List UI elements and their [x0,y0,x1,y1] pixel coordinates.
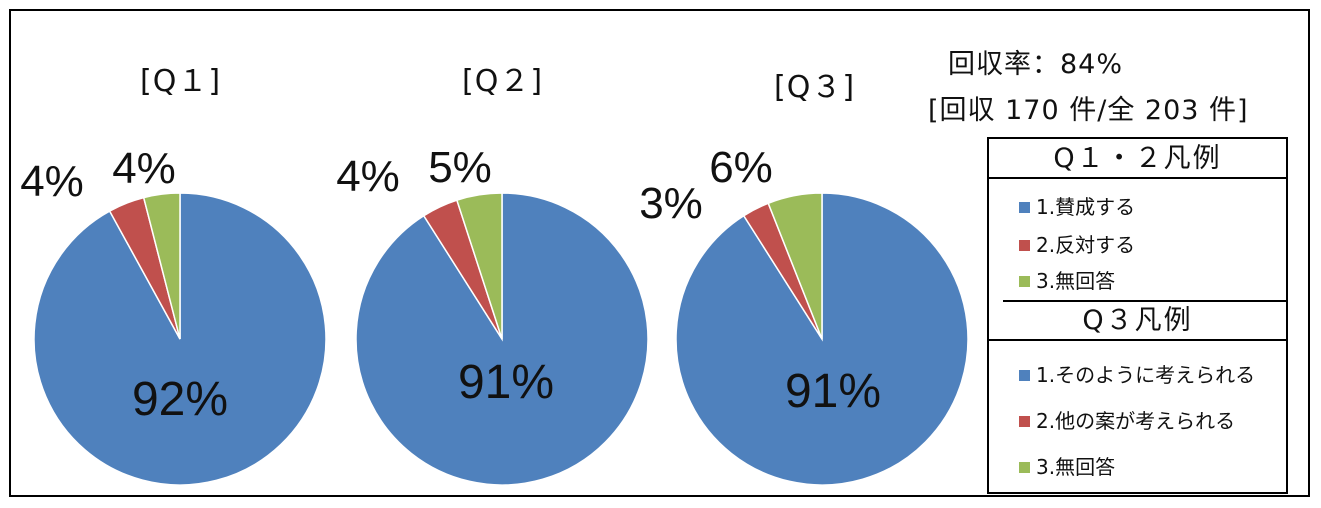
legend-divider [989,339,1286,341]
legend-q12-item-2: 2.反対する [1019,229,1135,258]
pie-chart-q1: 92% 4% 4% [20,144,327,486]
data-label-disagree: 3% [639,179,703,228]
data-label-agree: 91% [458,356,554,409]
legend-q3-item-2: 2.他の案が考えられる [1019,405,1235,434]
data-label-disagree: 4% [336,152,400,201]
data-label-none: 6% [709,143,773,192]
legend-box: Q１・２凡例 1.賛成する 2.反対する 3.無回答 Q３凡例 1.そのように考… [987,137,1288,494]
legend-q3-item-3: 3.無回答 [1019,451,1115,480]
legend-q3-title: Q３凡例 [1082,305,1193,336]
response-rate: 回収率：84% [948,49,1124,80]
legend-q12-item-1: 1.賛成する [1019,191,1135,220]
data-label-none: 5% [428,143,492,192]
legend-divider [989,177,1286,179]
legend-q3-item-1: 1.そのように考えられる [1019,359,1255,388]
legend-q12-title: Q１・２凡例 [1053,143,1222,174]
data-label-agree: 92% [132,373,228,426]
data-label-none: 4% [112,144,176,193]
pie-title-q2: [Q２] [462,64,544,99]
data-label-agree: 91% [785,365,881,418]
data-label-disagree: 4% [20,157,84,206]
response-count: [回収 170 件/全 203 件] [928,95,1249,126]
pie-slice-none [455,192,503,340]
pie-chart-q3: 91% 3%6% [639,143,969,486]
pie-title-q3: [Q３] [774,70,856,105]
legend-q12-item-3: 3.無回答 [1019,265,1115,294]
pie-slice-none [142,192,181,340]
pie-slice-none [767,192,823,340]
pie-title-q1: [Q１] [140,64,222,99]
legend-divider [1003,300,1286,302]
pie-chart-q2: 91% 4% 5% [336,143,649,486]
